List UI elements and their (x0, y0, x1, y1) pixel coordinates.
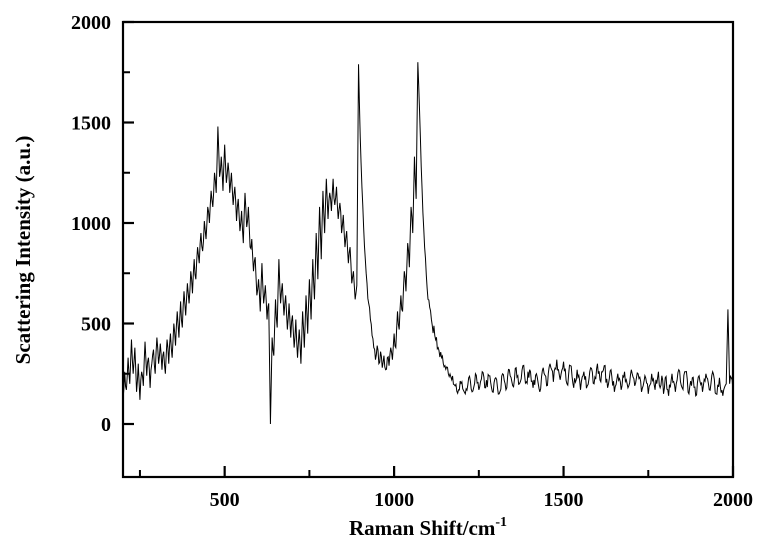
x-tick-label: 1000 (374, 489, 414, 511)
y-axis-tick-labels: 0 500 1000 1500 2000 (71, 12, 111, 436)
y-tick-label: 1500 (71, 113, 111, 135)
y-tick-label: 1000 (71, 213, 111, 235)
data-series-group (122, 62, 734, 425)
y-axis-title: Scattering Intensity (a.u.) (11, 136, 35, 365)
x-tick-label: 1500 (544, 489, 584, 511)
x-axis-title: Raman Shift/cm-1 (349, 515, 507, 540)
y-tick-label: 2000 (71, 12, 111, 34)
x-axis-title-superscript: -1 (495, 515, 507, 530)
y-tick-label: 500 (81, 314, 111, 336)
axis-frame (121, 20, 735, 479)
x-tick-label: 2000 (713, 489, 753, 511)
x-axis-tick-labels: 500 1000 1500 2000 (210, 489, 753, 511)
y-tick-label: 0 (101, 414, 111, 436)
x-axis-ticks (138, 466, 735, 477)
spectrum-line (122, 62, 734, 425)
x-tick-label: 500 (210, 489, 240, 511)
x-axis-title-base: Raman Shift/cm (349, 516, 496, 540)
plot-frame (121, 20, 735, 479)
